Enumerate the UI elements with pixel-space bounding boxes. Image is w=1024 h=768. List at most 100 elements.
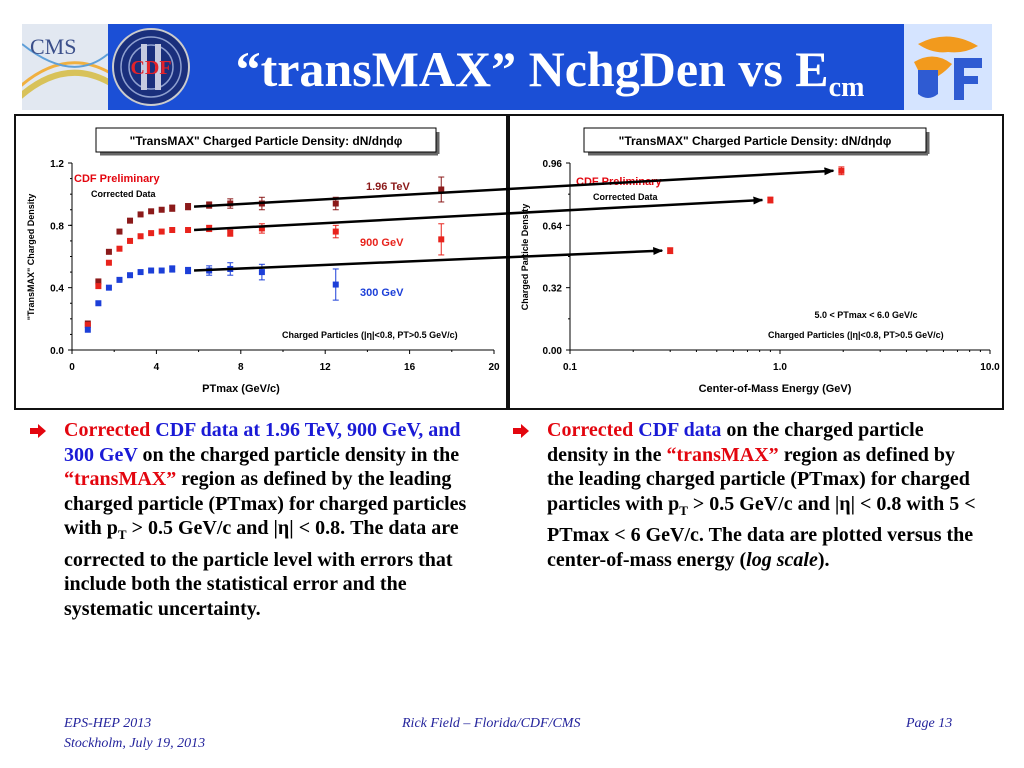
bullet-left-corrected: Corrected: [64, 419, 151, 441]
left-chart-point: [127, 237, 134, 244]
right-chart-annotation-corrected-data: Corrected Data: [593, 192, 659, 202]
bullet-right-pt-subscript: T: [679, 502, 688, 518]
footer-page-number: Page 13: [906, 716, 953, 731]
cdf-logo: CDF: [108, 24, 194, 110]
left-chart-series-label: 1.96 TeV: [366, 181, 410, 193]
left-chart-y-tick-label: 0.4: [50, 284, 64, 295]
left-chart-point: [227, 230, 234, 237]
left-chart-series-label: 900 GeV: [360, 237, 404, 249]
right-chart-title-box: [583, 127, 927, 153]
left-chart-point: [332, 200, 339, 207]
left-chart-point: [105, 284, 112, 291]
left-chart-xlabel: PTmax (GeV/c): [202, 383, 280, 395]
right-chart-x-tick-label: 0.1: [563, 362, 577, 373]
left-chart-point: [148, 267, 155, 274]
left-chart-point: [438, 186, 445, 193]
right-chart-xlabel: Center-of-Mass Energy (GeV): [699, 383, 852, 395]
left-chart-title: "TransMAX" Charged Particle Density: dN/…: [130, 134, 403, 148]
left-chart-point: [206, 225, 213, 232]
left-chart-point: [169, 205, 176, 212]
left-chart-point: [127, 272, 134, 279]
left-chart-point: [206, 202, 213, 209]
left-chart-x-tick-label: 8: [238, 362, 244, 373]
left-chart-point: [169, 227, 176, 234]
left-chart-y-tick-label: 1.2: [50, 159, 64, 170]
left-chart-annotation-corrected-data: Corrected Data: [91, 189, 157, 199]
right-chart-point: [838, 167, 845, 174]
left-chart-title-box: [95, 127, 437, 153]
cms-logo: CMS: [9, 24, 114, 110]
bullet-left: Corrected CDF data at 1.96 TeV, 900 GeV,…: [30, 418, 480, 621]
left-chart-point: [148, 208, 155, 215]
left-chart-point: [116, 228, 123, 235]
left-chart-point: [158, 267, 165, 274]
left-chart-x-tick-label: 16: [404, 362, 416, 373]
left-chart-point: [185, 267, 192, 274]
svg-text:CMS: CMS: [30, 34, 76, 59]
left-chart-point: [95, 283, 102, 290]
bullet-left-transmax: “transMAX”: [64, 468, 177, 490]
footer-left-1: EPS-HEP 2013: [64, 716, 152, 731]
left-chart-point: [158, 206, 165, 213]
left-chart-point: [206, 267, 213, 274]
left-chart-point: [258, 269, 265, 276]
right-chart-annotation-ptmax-range: 5.0 < PTmax < 6.0 GeV/c: [814, 310, 917, 320]
right-chart-y-tick-label: 0.32: [543, 284, 563, 295]
left-chart-x-tick-label: 12: [320, 362, 332, 373]
right-chart-frame: "TransMAX" Charged Particle Density: dN/…: [508, 114, 1004, 410]
footer-center: Rick Field – Florida/CDF/CMS: [402, 716, 581, 731]
left-chart-point: [332, 228, 339, 235]
left-chart-point: [185, 227, 192, 234]
right-chart-y-tick-label: 0.00: [543, 346, 563, 357]
right-chart-y-tick-label: 0.96: [543, 159, 563, 170]
left-chart-point: [169, 265, 176, 272]
bullet-right-log-scale: log scale: [746, 548, 818, 571]
left-chart-frame: "TransMAX" Charged Particle Density: dN/…: [14, 114, 508, 410]
left-chart-annotation-charged-particles: Charged Particles (|η|<0.8, PT>0.5 GeV/c…: [282, 330, 458, 340]
left-chart-point: [95, 300, 102, 307]
slide-title-main: “transMAX” NchgDen vs E: [235, 41, 829, 97]
right-chart-point: [767, 197, 774, 204]
footer-left-2: Stockholm, July 19, 2013: [64, 736, 206, 751]
left-chart-annotation-cdf-preliminary: CDF Preliminary: [74, 173, 160, 185]
left-chart-point: [227, 200, 234, 207]
right-chart-annotation-cdf-preliminary: CDF Preliminary: [576, 176, 662, 188]
bullet-right-text-1: on the charged particle density in the: [547, 419, 924, 466]
right-chart-y-tick-label: 0.64: [543, 221, 563, 232]
bullet-left-cdf-data: CDF data at 1.96 TeV, 900 GeV, and 300 G…: [64, 419, 461, 466]
right-chart-ylabel: Charged Particle Density: [520, 204, 530, 311]
left-chart-point: [332, 281, 339, 288]
left-chart-point: [84, 322, 91, 329]
left-chart-point: [137, 211, 144, 218]
left-chart-point: [137, 233, 144, 240]
bullet-arrow-icon: [513, 420, 529, 445]
left-chart-series-label: 300 GeV: [360, 287, 404, 299]
bullet-right-text-4: ).: [817, 548, 830, 571]
left-chart-point: [95, 278, 102, 285]
slide-title: “transMAX” NchgDen vs Ecm: [200, 34, 900, 104]
bullet-left-text-2: region as defined by the leading charged…: [64, 468, 467, 539]
left-chart-point: [148, 230, 155, 237]
left-chart-x-tick-label: 0: [69, 362, 75, 373]
bullet-right-cdf-data: CDF data: [638, 419, 722, 441]
left-chart-y-tick-label: 0.8: [50, 221, 64, 232]
left-chart-point: [258, 225, 265, 232]
right-chart: "TransMAX" Charged Particle Density: dN/…: [520, 127, 1000, 395]
left-chart-point: [84, 326, 91, 333]
left-chart: "TransMAX" Charged Particle Density: dN/…: [26, 127, 500, 395]
svg-text:CDF: CDF: [130, 57, 171, 79]
left-chart-point: [105, 248, 112, 255]
bullet-right-transmax: “transMAX”: [666, 443, 779, 466]
bullet-left-text-3: > 0.5 GeV/c and |η| < 0.8. The data are …: [64, 517, 459, 620]
left-chart-point: [127, 217, 134, 224]
bullet-left-text-1: on the charged particle density in the: [137, 443, 460, 466]
left-chart-point: [438, 236, 445, 243]
bullet-right-text-2: region as defined by the leading charged…: [547, 443, 970, 515]
left-chart-point: [105, 259, 112, 266]
slide-title-subscript: cm: [828, 72, 865, 103]
bullet-right-text-3: > 0.5 GeV/c and |η| < 0.8 with 5 < PTmax…: [547, 492, 976, 571]
right-chart-x-tick-label: 10.0: [980, 362, 1000, 373]
left-chart-point: [116, 276, 123, 283]
right-chart-title: "TransMAX" Charged Particle Density: dN/…: [619, 134, 892, 148]
right-chart-annotation-charged-particles: Charged Particles (|η|<0.8, PT>0.5 GeV/c…: [768, 330, 944, 340]
